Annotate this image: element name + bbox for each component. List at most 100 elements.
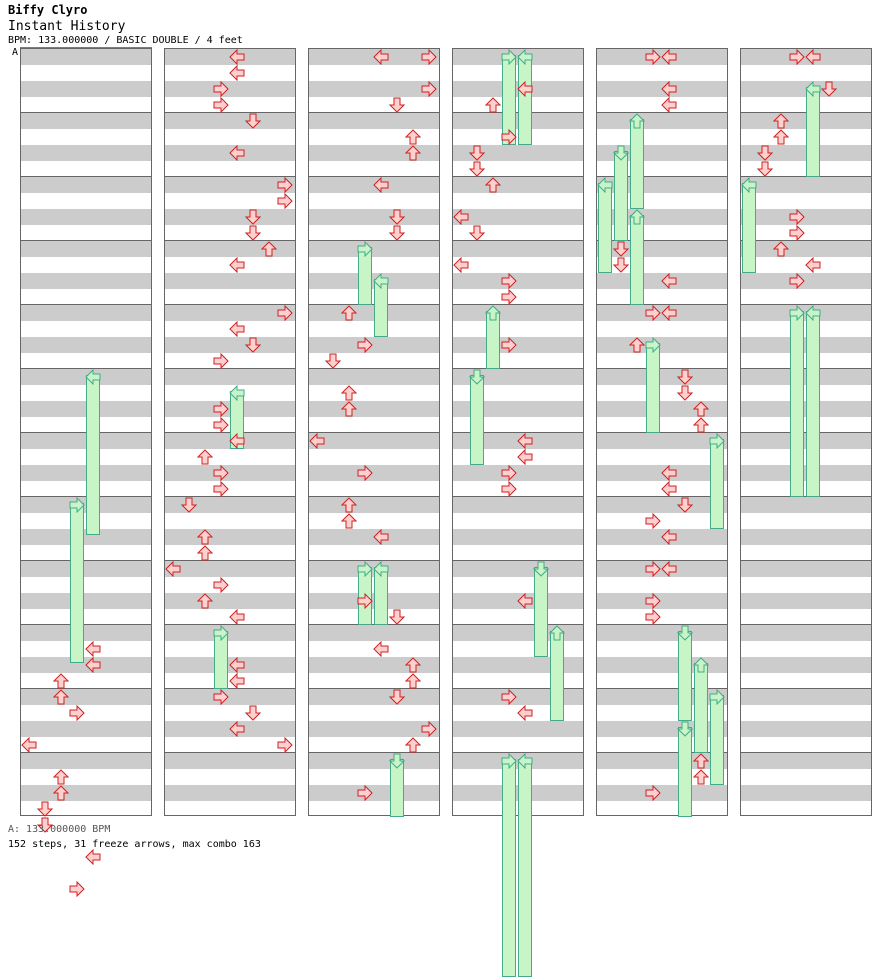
measure-line: [453, 624, 583, 625]
up-arrow-icon: [405, 145, 421, 161]
measure-line: [597, 624, 727, 625]
up-arrow-icon: [53, 689, 69, 705]
up-arrow-icon: [341, 513, 357, 529]
measure-line: [309, 368, 439, 369]
measure-line: [309, 752, 439, 753]
freeze-arrow-body: [534, 567, 548, 657]
measure-line: [597, 752, 727, 753]
right-arrow-icon: [789, 209, 805, 225]
left-arrow-icon: [805, 305, 821, 321]
left-arrow-icon: [661, 305, 677, 321]
left-arrow-icon: [21, 737, 37, 753]
left-arrow-icon: [805, 257, 821, 273]
right-arrow-icon: [645, 593, 661, 609]
left-arrow-icon: [517, 753, 533, 769]
freeze-arrow-body: [710, 439, 724, 529]
down-arrow-icon: [325, 353, 341, 369]
measure-line: [165, 112, 295, 113]
right-arrow-icon: [645, 513, 661, 529]
left-arrow-icon: [85, 369, 101, 385]
down-arrow-icon: [245, 209, 261, 225]
left-arrow-icon: [373, 49, 389, 65]
down-arrow-icon: [37, 801, 53, 817]
left-arrow-icon: [85, 657, 101, 673]
down-arrow-icon: [757, 145, 773, 161]
measure-line: [165, 368, 295, 369]
right-arrow-icon: [357, 241, 373, 257]
right-arrow-icon: [277, 193, 293, 209]
measure-line: [597, 368, 727, 369]
measure-line: [741, 752, 871, 753]
measure-line: [453, 496, 583, 497]
up-arrow-icon: [693, 417, 709, 433]
freeze-arrow-body: [678, 631, 692, 721]
left-arrow-icon: [229, 721, 245, 737]
right-arrow-icon: [421, 49, 437, 65]
measure-line: [309, 432, 439, 433]
right-arrow-icon: [357, 785, 373, 801]
right-arrow-icon: [213, 417, 229, 433]
right-arrow-icon: [213, 97, 229, 113]
left-arrow-icon: [661, 481, 677, 497]
right-arrow-icon: [501, 49, 517, 65]
left-arrow-icon: [661, 49, 677, 65]
right-arrow-icon: [277, 305, 293, 321]
measure-line: [453, 304, 583, 305]
freeze-arrow-body: [790, 311, 804, 497]
freeze-arrow-body: [806, 87, 820, 177]
down-arrow-icon: [677, 721, 693, 737]
left-arrow-icon: [661, 529, 677, 545]
left-arrow-icon: [373, 561, 389, 577]
up-arrow-icon: [197, 545, 213, 561]
down-arrow-icon: [389, 609, 405, 625]
right-arrow-icon: [69, 705, 85, 721]
left-arrow-icon: [517, 81, 533, 97]
measure-line: [597, 560, 727, 561]
measure-line: [165, 624, 295, 625]
up-arrow-icon: [629, 113, 645, 129]
measure-line: [309, 688, 439, 689]
freeze-arrow-body: [502, 759, 516, 977]
footer-bpm: A: 133.000000 BPM: [8, 824, 111, 835]
measure-line: [597, 496, 727, 497]
right-arrow-icon: [645, 785, 661, 801]
left-arrow-icon: [309, 433, 325, 449]
down-arrow-icon: [613, 241, 629, 257]
right-arrow-icon: [357, 593, 373, 609]
left-arrow-icon: [229, 49, 245, 65]
left-arrow-icon: [85, 849, 101, 865]
left-arrow-icon: [229, 609, 245, 625]
up-arrow-icon: [405, 737, 421, 753]
measure-line: [165, 496, 295, 497]
left-arrow-icon: [517, 449, 533, 465]
left-arrow-icon: [517, 593, 533, 609]
measure-line: [165, 304, 295, 305]
chart-column: [740, 48, 872, 816]
measure-line: [21, 112, 151, 113]
measure-line: [309, 560, 439, 561]
down-arrow-icon: [677, 497, 693, 513]
up-arrow-icon: [693, 769, 709, 785]
down-arrow-icon: [821, 81, 837, 97]
right-arrow-icon: [213, 81, 229, 97]
measure-line: [453, 176, 583, 177]
down-arrow-icon: [677, 385, 693, 401]
up-arrow-icon: [549, 625, 565, 641]
down-arrow-icon: [469, 161, 485, 177]
measure-line: [165, 560, 295, 561]
up-arrow-icon: [53, 785, 69, 801]
down-arrow-icon: [469, 225, 485, 241]
up-arrow-icon: [341, 385, 357, 401]
freeze-arrow-body: [550, 631, 564, 721]
measure-line: [21, 688, 151, 689]
left-arrow-icon: [165, 561, 181, 577]
right-arrow-icon: [213, 353, 229, 369]
artist-name: Biffy Clyro: [8, 3, 88, 17]
chart-column: [452, 48, 584, 977]
right-arrow-icon: [501, 289, 517, 305]
up-arrow-icon: [197, 449, 213, 465]
measure-line: [741, 560, 871, 561]
right-arrow-icon: [501, 481, 517, 497]
right-arrow-icon: [357, 465, 373, 481]
measure-line: [21, 368, 151, 369]
